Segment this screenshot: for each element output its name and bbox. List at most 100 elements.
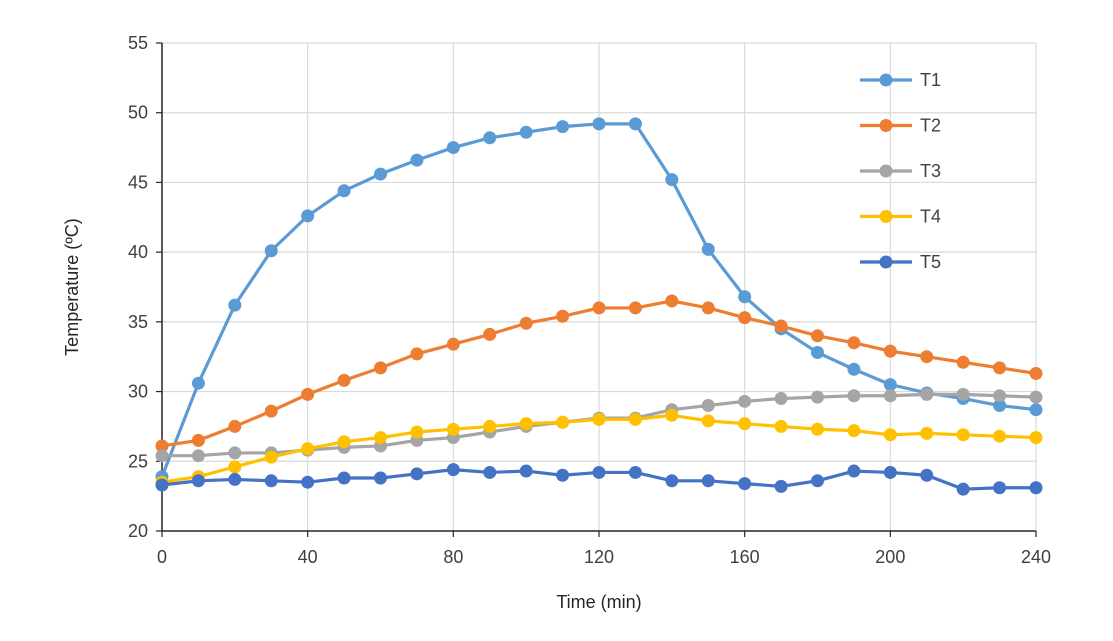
- data-point: [264, 474, 278, 488]
- legend: T1 T2 T3 T4 T5: [860, 70, 941, 272]
- data-point: [446, 337, 460, 351]
- series-t5: [155, 463, 1043, 496]
- data-point: [993, 481, 1007, 495]
- legend-marker: [879, 119, 893, 132]
- data-point: [811, 474, 824, 488]
- data-point: [519, 464, 533, 478]
- data-point: [956, 387, 970, 401]
- data-point: [155, 478, 169, 492]
- y-tick-label: 25: [128, 451, 148, 471]
- legend-item-t3: T3: [860, 161, 941, 181]
- data-point: [774, 392, 788, 406]
- data-point: [483, 131, 497, 145]
- data-point: [191, 376, 205, 390]
- x-tick-label: 240: [1021, 547, 1051, 567]
- data-point: [738, 417, 752, 431]
- data-point: [155, 449, 169, 463]
- data-point: [701, 301, 715, 315]
- y-tick-labels: 20 25 30 35 40 45 50 55: [128, 33, 148, 541]
- data-point: [374, 361, 387, 375]
- data-point: [191, 474, 205, 488]
- data-point: [738, 311, 752, 325]
- data-point: [1029, 403, 1043, 417]
- y-axis-title: Temperature (ºC): [62, 218, 82, 356]
- data-point: [665, 408, 679, 422]
- data-point: [337, 471, 351, 485]
- data-point: [701, 474, 715, 488]
- data-point: [301, 442, 315, 456]
- data-point: [738, 477, 752, 491]
- data-point: [811, 422, 824, 436]
- data-point: [738, 394, 752, 408]
- data-point: [774, 479, 788, 493]
- data-point: [956, 482, 970, 496]
- data-point: [774, 319, 788, 333]
- legend-marker: [879, 255, 893, 269]
- series-t2: [155, 294, 1043, 453]
- data-point: [301, 387, 315, 401]
- x-tick-label: 160: [730, 547, 760, 567]
- data-point: [519, 316, 533, 330]
- x-tick-label: 120: [584, 547, 614, 567]
- data-point: [446, 422, 460, 436]
- data-point: [1029, 431, 1043, 445]
- data-point: [811, 346, 824, 360]
- series-t4: [155, 408, 1043, 489]
- data-point: [1029, 390, 1043, 404]
- data-point: [665, 474, 679, 488]
- data-point: [993, 361, 1007, 375]
- data-point: [374, 431, 387, 445]
- data-point: [1029, 366, 1043, 380]
- data-point: [446, 141, 460, 155]
- plot-area: [155, 117, 1043, 496]
- data-point: [847, 424, 861, 438]
- data-point: [228, 446, 242, 460]
- data-point: [519, 417, 533, 431]
- data-point: [920, 387, 934, 401]
- data-point: [956, 355, 970, 369]
- data-point: [374, 167, 387, 181]
- data-point: [228, 460, 242, 474]
- data-point: [228, 472, 242, 486]
- data-point: [191, 449, 205, 463]
- data-point: [701, 242, 715, 256]
- data-point: [337, 184, 351, 198]
- data-point: [264, 450, 278, 464]
- data-point: [628, 465, 642, 479]
- x-axis-title: Time (min): [556, 592, 641, 612]
- data-point: [228, 298, 242, 312]
- data-point: [701, 414, 715, 428]
- data-point: [592, 412, 606, 426]
- data-point: [847, 362, 861, 376]
- data-point: [483, 327, 497, 341]
- data-point: [519, 125, 533, 139]
- data-point: [592, 117, 606, 131]
- data-point: [483, 465, 497, 479]
- data-point: [883, 389, 897, 403]
- legend-item-t1: T1: [860, 70, 941, 90]
- data-point: [956, 428, 970, 442]
- legend-label: T3: [920, 161, 941, 181]
- data-point: [556, 309, 570, 323]
- data-point: [811, 329, 824, 343]
- x-tick-label: 0: [157, 547, 167, 567]
- legend-marker: [879, 210, 893, 223]
- axes: [156, 42, 1037, 537]
- data-point: [883, 344, 897, 358]
- legend-marker: [879, 73, 893, 87]
- data-point: [556, 468, 570, 482]
- data-point: [883, 465, 897, 479]
- data-point: [410, 467, 424, 481]
- data-point: [811, 390, 824, 404]
- data-point: [920, 468, 934, 482]
- data-point: [628, 301, 642, 315]
- data-point: [883, 428, 897, 442]
- data-point: [410, 425, 424, 439]
- legend-item-t2: T2: [860, 116, 941, 136]
- data-point: [847, 464, 861, 478]
- data-point: [228, 419, 242, 433]
- legend-label: T1: [920, 70, 941, 90]
- data-point: [410, 347, 424, 361]
- data-point: [847, 389, 861, 403]
